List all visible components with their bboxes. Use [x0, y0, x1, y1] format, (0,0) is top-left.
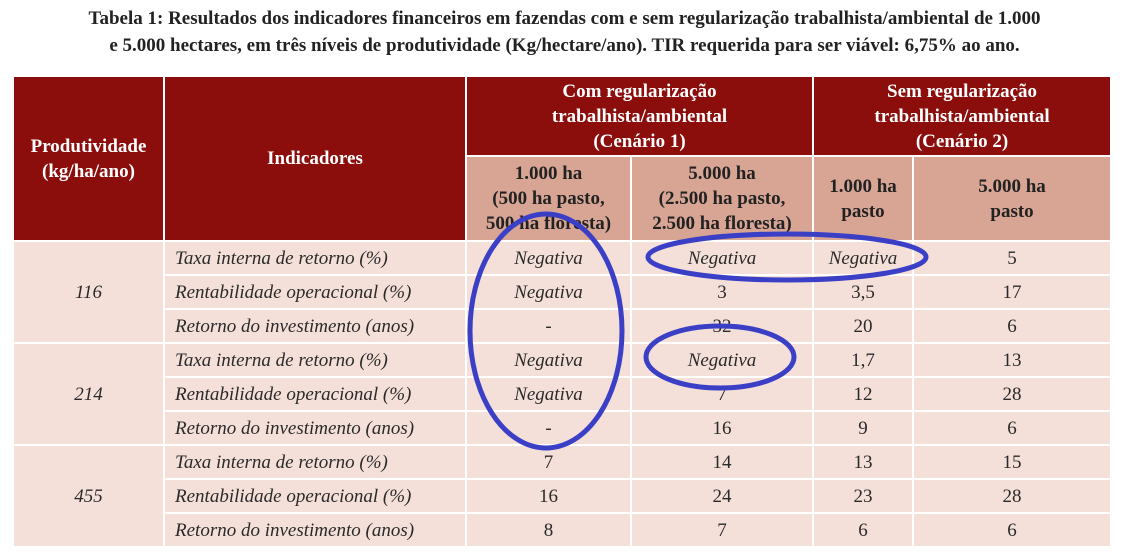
- value-cell: 16: [629, 410, 815, 446]
- subheader-cell: 5.000 ha (2.500 ha pasto, 2.500 ha flore…: [629, 155, 815, 242]
- value-cell: 16: [465, 478, 632, 514]
- value-cell: Negativa: [629, 342, 815, 378]
- value-cell: 6: [912, 308, 1113, 344]
- value-cell: 6: [812, 512, 915, 548]
- value-cell: 14: [629, 444, 815, 480]
- value-cell: Negativa: [465, 376, 632, 412]
- subheader-cell: 1.000 ha pasto: [812, 155, 915, 242]
- value-cell: 28: [912, 478, 1113, 514]
- value-cell: 12: [812, 376, 915, 412]
- value-cell: 15: [912, 444, 1113, 480]
- value-cell: 7: [629, 376, 815, 412]
- indicator-cell: Retorno do investimento (anos): [163, 512, 467, 548]
- header-cell: Com regularização trabalhista/ambiental …: [464, 75, 815, 157]
- value-cell: 8: [465, 512, 632, 548]
- value-cell: 3,5: [812, 274, 915, 310]
- value-cell: 32: [629, 308, 815, 344]
- value-cell: Negativa: [465, 342, 632, 378]
- header-cell: Indicadores: [163, 75, 467, 242]
- value-cell: 13: [912, 342, 1113, 378]
- table-row: Rentabilidade operacional (%) Negativa 7 12…: [13, 376, 1113, 412]
- value-cell: -: [465, 410, 632, 446]
- productivity-cell: 455: [12, 444, 165, 548]
- productivity-cell: 214: [12, 342, 165, 446]
- value-cell: 24: [629, 478, 815, 514]
- value-cell: 7: [465, 444, 632, 480]
- subheader-cell: 5.000 ha pasto: [912, 155, 1113, 242]
- table-row: 214 Taxa interna de retorno (%) Negativa Ne…: [12, 342, 1113, 446]
- value-cell: Negativa: [812, 240, 915, 276]
- indicator-cell: Rentabilidade operacional (%): [163, 274, 467, 310]
- value-cell: 17: [912, 274, 1113, 310]
- indicator-cell: Taxa interna de retorno (%): [163, 444, 467, 480]
- indicator-cell: Retorno do investimento (anos): [163, 410, 467, 446]
- table-title: Tabela 1: Resultados dos indicadores fin…: [88, 8, 1041, 56]
- productivity-cell: 116: [12, 240, 165, 344]
- value-cell: 23: [812, 478, 915, 514]
- value-cell: 3: [629, 274, 815, 310]
- value-cell: Negativa: [465, 274, 632, 310]
- subheader-cell: 1.000 ha (500 ha pasto, 500 ha floresta): [465, 155, 632, 242]
- value-cell: 9: [812, 410, 915, 446]
- value-cell: 6: [912, 512, 1113, 548]
- table-body: 116 Taxa interna de retorno (%) Negativa Ne…: [12, 240, 1113, 548]
- value-cell: 13: [812, 444, 915, 480]
- indicator-cell: Taxa interna de retorno (%): [163, 240, 467, 276]
- table-row: Rentabilidade operacional (%) 16 24 23 28: [13, 478, 1113, 514]
- table-row: Rentabilidade operacional (%) Negativa 3 3,…: [13, 274, 1113, 310]
- indicator-cell: Taxa interna de retorno (%): [163, 342, 467, 378]
- value-cell: Negativa: [465, 240, 632, 276]
- table-row: Retorno do investimento (anos) -16 9 6: [13, 410, 1113, 446]
- value-cell: 28: [912, 376, 1113, 412]
- value-cell: 7: [629, 512, 815, 548]
- value-cell: 6: [912, 410, 1113, 446]
- value-cell: Negativa: [629, 240, 815, 276]
- table-row: Retorno do investimento (anos) 8 7 6 6: [13, 512, 1113, 548]
- table: Produtividade (kg/ha/ano) Indicadores Co…: [12, 75, 1113, 548]
- value-cell: -: [465, 308, 632, 344]
- header-cell: Sem regularização trabalhista/ambiental …: [812, 75, 1113, 157]
- value-cell: 20: [812, 308, 915, 344]
- header-cell: Produtividade (kg/ha/ano): [12, 75, 165, 242]
- table-row: Retorno do investimento (anos) -32 20 6: [13, 308, 1113, 344]
- table-row: 116 Taxa interna de retorno (%) Negativa Ne…: [12, 240, 1113, 344]
- indicator-cell: Retorno do investimento (anos): [163, 308, 467, 344]
- value-cell: 1,7: [812, 342, 915, 378]
- table-row: 455 Taxa interna de retorno (%) 7 14 13 15: [12, 444, 1113, 548]
- value-cell: 5: [912, 240, 1113, 276]
- indicator-cell: Rentabilidade operacional (%): [163, 376, 467, 412]
- indicator-cell: Rentabilidade operacional (%): [163, 478, 467, 514]
